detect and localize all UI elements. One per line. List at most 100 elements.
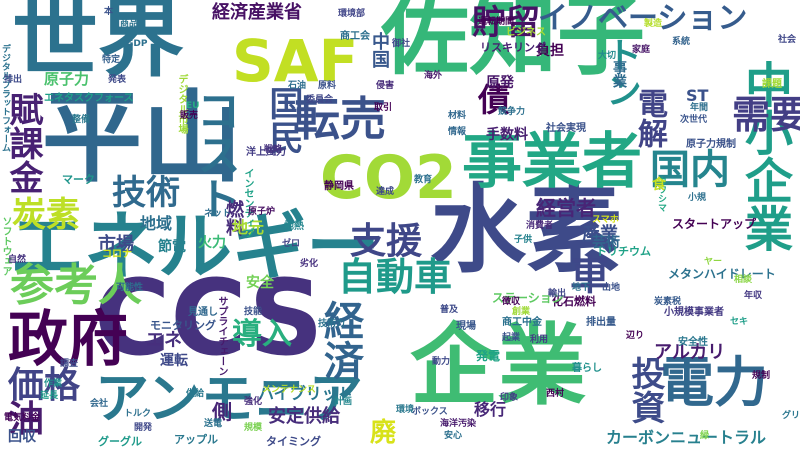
word: 可能性	[116, 283, 144, 293]
word: 価格	[8, 365, 81, 406]
word: 電解	[632, 88, 667, 148]
word: 賦課金	[3, 92, 43, 194]
word: 海洋汚染	[440, 419, 477, 429]
word: 洋上風力	[246, 147, 286, 158]
word: 油	[8, 399, 45, 440]
word: 開発	[134, 423, 153, 433]
word: ヤー	[704, 257, 723, 267]
word: 相談	[734, 275, 753, 285]
word: 規制	[752, 371, 771, 381]
word: 劣化	[300, 259, 319, 269]
word: アップル	[174, 433, 218, 446]
word: 緑	[700, 431, 710, 441]
word: 世界	[12, 0, 184, 89]
word: 子供	[514, 235, 533, 245]
word: 年間	[690, 103, 709, 113]
word: 排出量	[586, 317, 616, 328]
word: 送電	[204, 419, 223, 429]
word: セキ	[730, 317, 749, 327]
word: メタンハイドレート	[668, 267, 776, 281]
word: 創業	[512, 307, 531, 317]
word: グーグル	[98, 435, 142, 448]
word: 社会	[778, 35, 797, 45]
word: カワシマ	[656, 176, 666, 212]
word: マーク	[62, 173, 95, 186]
word: リスキリング	[480, 41, 546, 54]
word: 手数料	[486, 127, 528, 143]
word: グリー	[782, 411, 800, 421]
word: 戦略	[264, 145, 283, 155]
word: 国内	[650, 147, 730, 193]
word: 普及	[440, 305, 459, 315]
word: イノベーション	[538, 1, 748, 36]
word: 発表	[108, 75, 127, 85]
word: 転売	[294, 92, 386, 146]
word: 徴収	[502, 297, 521, 307]
word: エネタスクフォース	[44, 93, 134, 104]
word: 取引	[374, 103, 393, 113]
word: 供給	[186, 389, 205, 399]
word: ハイブリッド	[258, 384, 354, 403]
word: 本	[104, 7, 114, 17]
word: 特定	[102, 55, 121, 65]
word: 参考人	[10, 260, 142, 311]
word: 市場	[98, 234, 134, 255]
word: 印象	[500, 393, 519, 403]
word: メンテナンス	[262, 385, 316, 395]
word: 節電	[158, 239, 186, 255]
word: 安定供給	[268, 406, 340, 427]
word: 政府	[8, 305, 128, 375]
word: 見通し	[188, 307, 218, 318]
word: ネット	[204, 209, 232, 219]
word: SAF	[232, 27, 359, 95]
word: 静岡県	[324, 181, 354, 192]
word: スマホ	[592, 215, 619, 225]
word: 年収	[744, 291, 763, 301]
word: ボックス	[412, 407, 448, 417]
word: 地元	[232, 218, 265, 237]
word: 企業	[410, 314, 587, 417]
word: トリチウム	[596, 245, 651, 258]
word: 原料	[318, 81, 337, 91]
word: 地域	[140, 214, 173, 233]
word: 調査	[60, 359, 79, 369]
word: 中小企業	[736, 60, 792, 252]
word: 起業	[502, 333, 521, 343]
word: アンモニア	[95, 367, 363, 430]
word: 環境	[396, 405, 415, 415]
word: 達成	[376, 187, 395, 197]
word: 需要	[732, 93, 800, 137]
word: 運転	[160, 353, 188, 369]
word: トン	[600, 36, 641, 108]
word: 輸出	[548, 289, 567, 299]
word: 運転期間	[478, 17, 515, 27]
word: 廃	[370, 418, 397, 448]
word: 地下	[572, 283, 591, 293]
word: 技術力	[318, 319, 346, 329]
word: アルカリ	[654, 342, 726, 363]
word: 安心	[444, 431, 463, 441]
word: 炭素税	[654, 297, 682, 307]
word: 炭素	[12, 195, 80, 235]
word: 事業	[611, 60, 627, 88]
word: 火力	[198, 235, 226, 251]
word: 計画	[334, 397, 353, 407]
word: 社会実現	[546, 123, 586, 134]
word: 商工中金	[502, 317, 542, 328]
word: 技術	[112, 173, 180, 213]
word: ステーション	[492, 291, 564, 305]
word: 化石燃料	[552, 295, 596, 308]
word: 車	[570, 253, 610, 299]
word: 投資	[625, 356, 665, 424]
word: 発電	[476, 349, 501, 363]
word: 安全性	[678, 337, 708, 348]
word: ソフトウェア	[0, 216, 11, 276]
word: CCS	[94, 257, 324, 379]
word: 環境部	[338, 9, 366, 19]
word: 回収	[8, 429, 36, 445]
word: デジタルプラットフォーム	[0, 44, 10, 152]
word: 系統	[672, 37, 691, 47]
word: 情報	[448, 127, 467, 137]
word: 御社	[392, 39, 411, 49]
word: 経済	[317, 300, 363, 380]
